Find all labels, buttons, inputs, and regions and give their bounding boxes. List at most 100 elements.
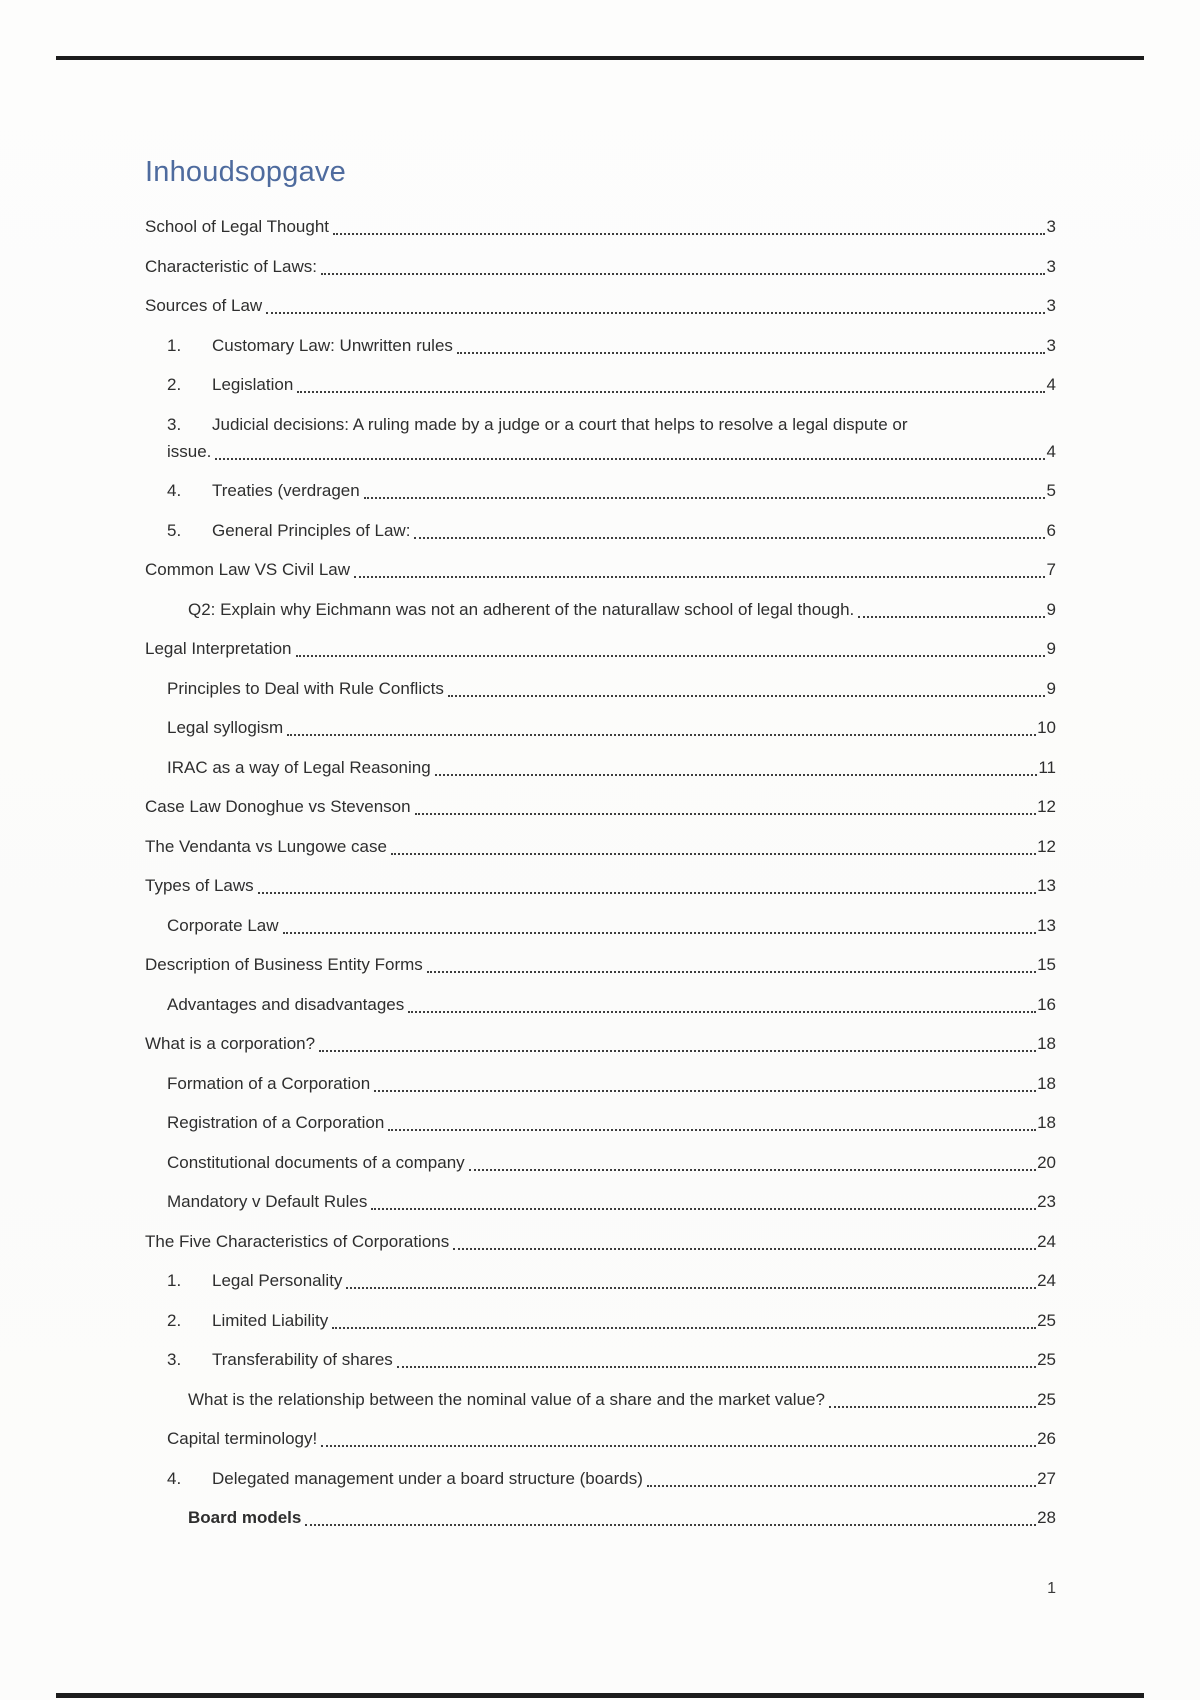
toc-entry[interactable]: Case Law Donoghue vs Stevenson 12 [145, 793, 1056, 820]
toc-entry-label: Description of Business Entity Forms [145, 955, 423, 974]
page-number: 1 [1047, 1580, 1056, 1597]
toc-entry[interactable]: Mandatory v Default Rules 23 [145, 1188, 1056, 1215]
toc-entry[interactable]: Capital terminology! 26 [145, 1425, 1056, 1452]
toc-entry-label: General Principles of Law: [212, 520, 411, 540]
dot-leader [423, 951, 1037, 978]
toc-entry-label: Corporate Law [167, 915, 279, 935]
toc-entry-page: 12 [1037, 836, 1056, 856]
toc-entry-page: 7 [1046, 560, 1056, 579]
toc-entry-label: Legal syllogism [167, 718, 284, 737]
dot-leader [449, 1228, 1037, 1255]
toc-entry-page: 13 [1037, 915, 1056, 935]
toc-entry[interactable]: Principles to Deal with Rule Conflicts 9 [145, 675, 1056, 702]
dot-leader [370, 1070, 1037, 1097]
dot-leader [279, 912, 1038, 939]
toc-entry[interactable]: 3. Judicial decisions: A ruling made by … [145, 411, 1056, 465]
toc-entry-label: Legal Personality [212, 1271, 343, 1290]
toc-entry-label: IRAC as a way of Legal Reasoning [167, 757, 431, 777]
toc-entry[interactable]: School of Legal Thought 3 [145, 213, 1056, 240]
toc-entry[interactable]: Sources of Law 3 [145, 292, 1056, 319]
toc-entry[interactable]: The Vendanta vs Lungowe case 12 [145, 833, 1056, 860]
toc-entry-label: Customary Law: Unwritten rules [212, 335, 453, 355]
toc-entry-page: 18 [1037, 1034, 1056, 1053]
toc-entry-label: Judicial decisions: A ruling made by a j… [212, 414, 908, 434]
dot-leader [254, 872, 1037, 899]
toc-entry-page: 4 [1046, 375, 1056, 394]
toc-entry-page: 25 [1037, 1350, 1056, 1369]
toc-entry[interactable]: Legal Interpretation 9 [145, 635, 1056, 662]
toc-entry-page: 27 [1037, 1468, 1056, 1488]
toc-entry[interactable]: Characteristic of Laws: 3 [145, 253, 1056, 280]
toc-entry-page: 15 [1037, 955, 1056, 974]
toc-entry[interactable]: Description of Business Entity Forms 15 [145, 951, 1056, 978]
toc-entry-label: Delegated management under a board struc… [212, 1468, 643, 1488]
toc-entry[interactable]: Legal syllogism 10 [145, 714, 1056, 741]
dot-leader [453, 332, 1046, 359]
toc-entry-label: Constitutional documents of a company [167, 1152, 465, 1172]
toc-entry[interactable]: Common Law VS Civil Law 7 [145, 556, 1056, 583]
toc-entry[interactable]: 4. Treaties (verdragen 5 [145, 477, 1056, 504]
toc-entry-label: What is the relationship between the nom… [188, 1389, 825, 1409]
dot-leader [301, 1504, 1037, 1531]
dot-leader [393, 1346, 1037, 1373]
dot-leader [411, 793, 1038, 820]
toc-entry[interactable]: The Five Characteristics of Corporations… [145, 1228, 1056, 1255]
dot-leader [384, 1109, 1037, 1136]
toc-entry[interactable]: 1. Legal Personality 24 [145, 1267, 1056, 1294]
toc-entry-page: 24 [1037, 1271, 1056, 1290]
toc-entry-number: 5. [167, 520, 182, 540]
toc-entry[interactable]: IRAC as a way of Legal Reasoning 11 [145, 754, 1056, 781]
toc-entry-page: 16 [1037, 994, 1056, 1014]
toc-entry-continuation: issue. [167, 441, 212, 461]
toc-entry[interactable]: Formation of a Corporation 18 [145, 1070, 1056, 1097]
toc-entry[interactable]: What is the relationship between the nom… [145, 1386, 1056, 1413]
toc-entry-page: 25 [1037, 1389, 1056, 1409]
toc-entry-page: 23 [1037, 1192, 1056, 1211]
toc-entry[interactable]: 2. Limited Liability 25 [145, 1307, 1056, 1334]
toc-entry-number: 3. [167, 414, 182, 434]
toc-entry-label: Q2: Explain why Eichmann was not an adhe… [188, 599, 855, 619]
toc-entry-page: 26 [1037, 1429, 1056, 1448]
toc-entry-label: Board models [188, 1508, 302, 1527]
toc-entry-page: 3 [1046, 256, 1056, 276]
toc-entry-number: 1. [167, 335, 182, 355]
dot-leader [317, 253, 1046, 280]
dot-leader [262, 292, 1046, 319]
dot-leader [643, 1465, 1037, 1492]
dot-leader [360, 477, 1046, 504]
toc-entry[interactable]: Types of Laws 13 [145, 872, 1056, 899]
toc-entry[interactable]: 3. Transferability of shares 25 [145, 1346, 1056, 1373]
toc-entry-label: The Five Characteristics of Corporations [145, 1231, 450, 1251]
toc-entry-page: 28 [1037, 1508, 1056, 1527]
toc-entry[interactable]: 2. Legislation 4 [145, 371, 1056, 398]
toc-entry-label: Limited Liability [212, 1310, 329, 1330]
toc-entry[interactable]: Registration of a Corporation 18 [145, 1109, 1056, 1136]
toc-entry-label: School of Legal Thought [145, 217, 329, 236]
toc-entry[interactable]: 5. General Principles of Law: 6 [145, 517, 1056, 544]
toc-entry[interactable]: Q2: Explain why Eichmann was not an adhe… [145, 596, 1056, 623]
dot-leader [410, 517, 1046, 544]
toc-entry[interactable]: Advantages and disadvantages 16 [145, 991, 1056, 1018]
toc-entry-label: Registration of a Corporation [167, 1113, 385, 1132]
bottom-border-line [56, 1693, 1144, 1698]
toc-entry-page: 25 [1037, 1310, 1056, 1330]
toc-entry-number: 4. [167, 481, 182, 500]
toc-entry-label: Advantages and disadvantages [167, 994, 405, 1014]
top-border-line [56, 56, 1144, 60]
toc-entry-page: 12 [1037, 797, 1056, 816]
toc-entry-label: Capital terminology! [167, 1429, 318, 1448]
toc-entry-label: Formation of a Corporation [167, 1073, 371, 1093]
toc-entry[interactable]: 1. Customary Law: Unwritten rules 3 [145, 332, 1056, 359]
toc-entry[interactable]: Board models 28 [145, 1504, 1056, 1531]
toc-entry[interactable]: 4. Delegated management under a board st… [145, 1465, 1056, 1492]
dot-leader [431, 754, 1039, 781]
toc-entry[interactable]: Corporate Law 13 [145, 912, 1056, 939]
toc-entry[interactable]: Constitutional documents of a company 20 [145, 1149, 1056, 1176]
toc-entry-label: What is a corporation? [145, 1034, 316, 1053]
toc-entry-label: Types of Laws [145, 876, 254, 895]
toc-entry[interactable]: What is a corporation? 18 [145, 1030, 1056, 1057]
toc-entry-label: Legal Interpretation [145, 639, 292, 658]
dot-leader [211, 438, 1046, 465]
toc-entry-number: 2. [167, 375, 182, 394]
